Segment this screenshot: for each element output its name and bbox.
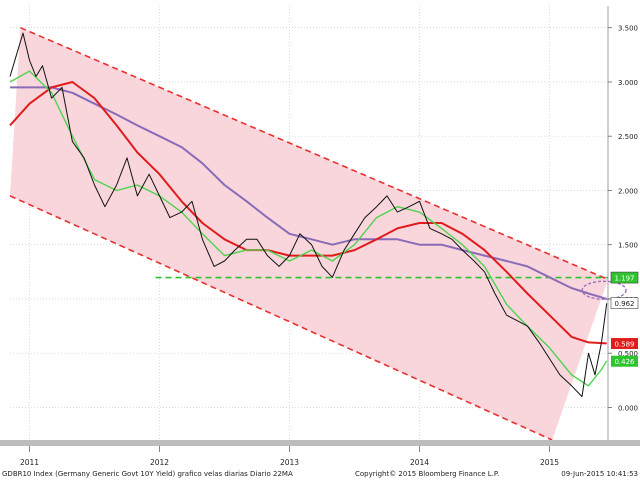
value-label-text: 0.589 bbox=[614, 341, 634, 349]
channel-layer bbox=[9, 26, 609, 441]
highlight-ellipse bbox=[581, 280, 627, 300]
y-tick-label: 0.000 bbox=[618, 404, 638, 412]
y-tick-label: 0.500 bbox=[618, 350, 638, 358]
x-tick-label: 2015 bbox=[540, 458, 559, 467]
moving-average-mid-line bbox=[9, 81, 607, 345]
y-tick-label: 2.000 bbox=[618, 187, 638, 195]
label-layer: 1.197 0.962 0.589 0.426 bbox=[610, 271, 639, 367]
y-tick-label: 2.500 bbox=[618, 133, 638, 141]
value-label-box bbox=[610, 271, 639, 284]
x-tick-label: 2012 bbox=[150, 458, 169, 467]
x-tick-label: 2011 bbox=[20, 458, 39, 467]
moving-average-short-line bbox=[9, 70, 608, 387]
footer-bar bbox=[0, 440, 640, 446]
value-label-box bbox=[610, 297, 639, 309]
y-tick-label: 3.500 bbox=[618, 25, 638, 33]
x-tick-label: 2014 bbox=[410, 458, 429, 467]
value-label-text: 1.197 bbox=[614, 275, 634, 283]
y-tick-label: 1.500 bbox=[618, 242, 638, 250]
footer-center-text: Copyright© 2015 Bloomberg Finance L.P. bbox=[355, 470, 499, 478]
value-label-text: 0.426 bbox=[614, 358, 635, 366]
channel-lower-line bbox=[9, 195, 553, 441]
price-line bbox=[9, 32, 608, 398]
y-tick-label: 3.000 bbox=[618, 79, 638, 87]
value-label-text: 0.962 bbox=[614, 300, 634, 308]
footer-left-text: GDBR10 Index (Germany Generic Govt 10Y Y… bbox=[2, 470, 293, 478]
x-tick-label: 2013 bbox=[280, 458, 299, 467]
value-label-box bbox=[611, 355, 638, 367]
series-layer bbox=[9, 32, 627, 398]
value-label-box bbox=[611, 338, 638, 350]
footer-layer: GDBR10 Index (Germany Generic Govt 10Y Y… bbox=[0, 440, 640, 478]
channel-upper-line bbox=[20, 26, 609, 281]
channel-band bbox=[10, 27, 608, 440]
moving-average-long-line bbox=[10, 86, 607, 300]
footer-right-text: 09-Jun-2015 10:41:53 bbox=[561, 470, 638, 478]
